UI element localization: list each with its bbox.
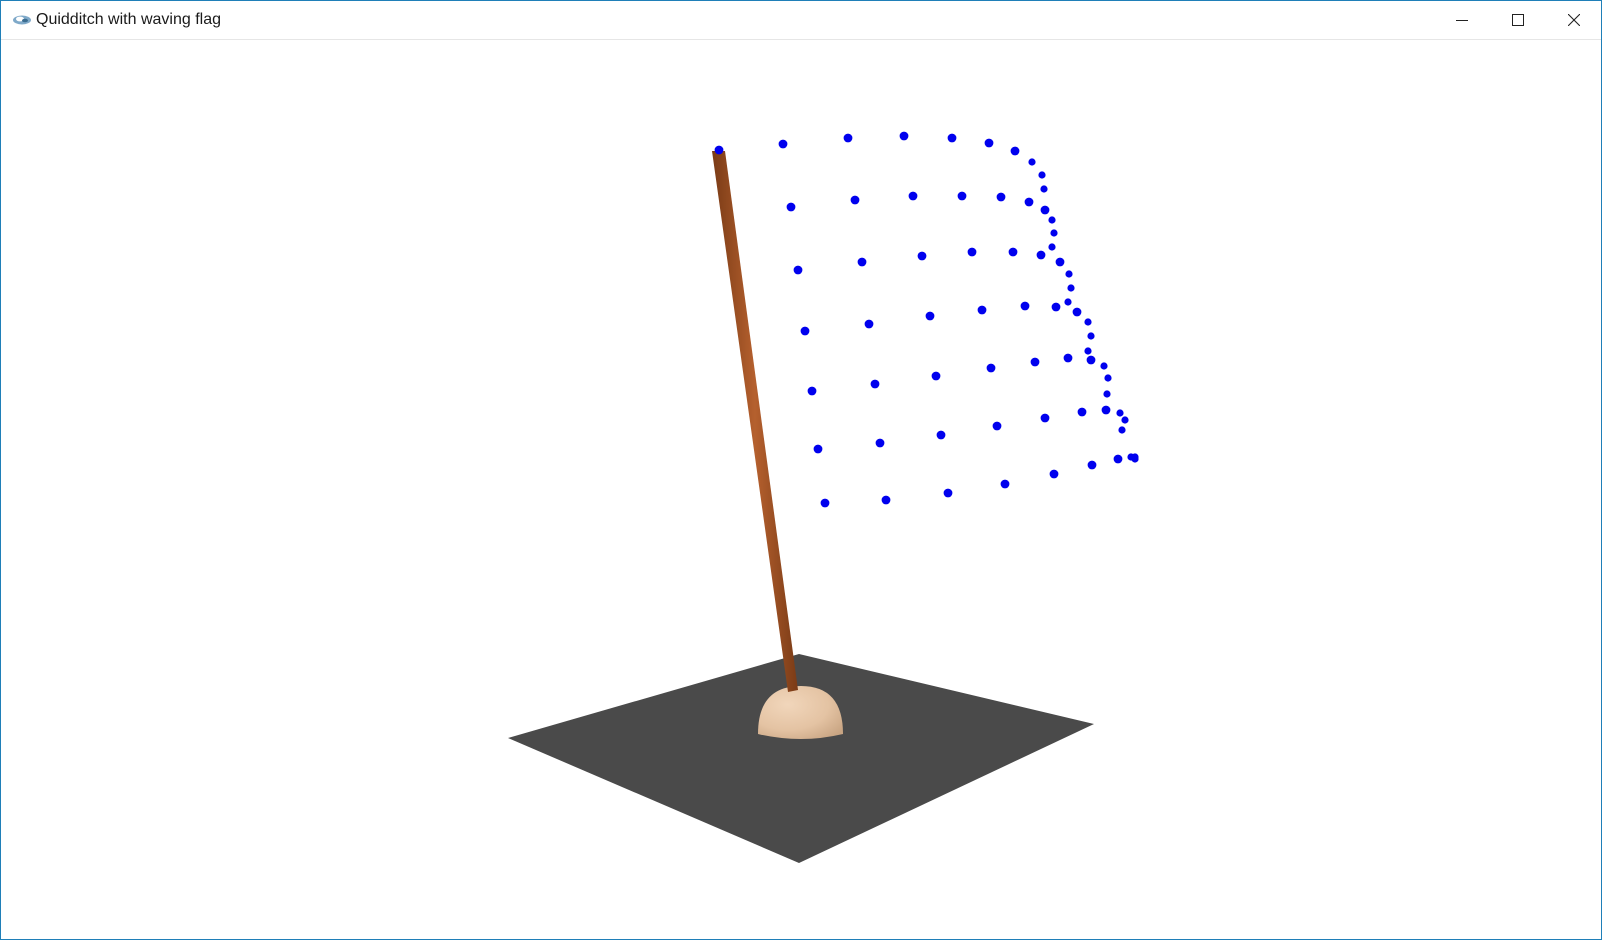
flag-particle xyxy=(850,195,860,205)
flag-particle xyxy=(1051,302,1061,312)
flag-particle xyxy=(1008,247,1018,257)
window-title: Quidditch with waving flag xyxy=(36,11,221,28)
flag-particle xyxy=(1036,250,1046,260)
flag-particle xyxy=(1000,479,1010,489)
flag-particle xyxy=(1024,197,1034,207)
render-viewport[interactable] xyxy=(1,40,1601,939)
flag-particle xyxy=(1048,216,1056,224)
flag-particle xyxy=(1103,390,1111,398)
flag-particle xyxy=(870,379,880,389)
flag-particle xyxy=(967,247,977,257)
flag-particle xyxy=(1040,185,1048,193)
close-button[interactable] xyxy=(1546,1,1601,39)
flag-particle xyxy=(1072,307,1082,317)
flag-particle xyxy=(864,319,874,329)
flag-particle xyxy=(931,371,941,381)
flag-particle xyxy=(820,498,830,508)
flag-particle xyxy=(957,191,967,201)
close-icon xyxy=(1568,14,1580,26)
flag-particle xyxy=(1010,146,1020,156)
flag-particle xyxy=(800,326,810,336)
flag-particle xyxy=(1030,357,1040,367)
flag-particle xyxy=(793,265,803,275)
minimize-button[interactable] xyxy=(1434,1,1490,39)
flag-particle xyxy=(1086,355,1096,365)
flag-particle xyxy=(714,145,724,155)
flag-particle xyxy=(1100,362,1108,370)
flag-particle xyxy=(1116,409,1124,417)
flag-particle xyxy=(936,430,946,440)
flag-particle xyxy=(1118,426,1126,434)
flag-particle xyxy=(947,133,957,143)
flag-particle xyxy=(813,444,823,454)
flag-particle xyxy=(1048,243,1056,251)
scene-canvas[interactable] xyxy=(1,40,1601,939)
pole-base-dome xyxy=(758,686,843,739)
flag-pole xyxy=(712,151,798,692)
flag-particle xyxy=(1084,318,1092,326)
flag-particle xyxy=(917,251,927,261)
flag-particle xyxy=(1084,347,1092,355)
app-window-icon xyxy=(13,15,31,25)
flag-particle xyxy=(843,133,853,143)
flag-particle xyxy=(977,305,987,315)
flag-particle xyxy=(1104,374,1112,382)
flag-particle xyxy=(1050,229,1058,237)
flag-particle xyxy=(807,386,817,396)
flag-particle xyxy=(1113,454,1123,464)
flag-particle xyxy=(1064,298,1072,306)
maximize-icon xyxy=(1512,14,1524,26)
flag-particle xyxy=(899,131,909,141)
title-bar[interactable]: Quidditch with waving flag xyxy=(1,1,1601,40)
flag-particle xyxy=(986,363,996,373)
flag-particle xyxy=(857,257,867,267)
ground-plane xyxy=(508,654,1094,863)
flag-particle xyxy=(1067,284,1075,292)
flag-particle xyxy=(1131,455,1139,463)
flag-particle xyxy=(1028,158,1036,166)
flag-particle xyxy=(1055,257,1065,267)
flag-particle xyxy=(1049,469,1059,479)
flag-particle xyxy=(943,488,953,498)
flag-particle xyxy=(1040,413,1050,423)
minimize-icon xyxy=(1456,20,1468,21)
flag-particle xyxy=(1087,460,1097,470)
flag-particle xyxy=(778,139,788,149)
flag-particle xyxy=(1121,416,1129,424)
flag-particle xyxy=(1020,301,1030,311)
flag-particle xyxy=(984,138,994,148)
flag-particle xyxy=(786,202,796,212)
flag-particle xyxy=(992,421,1002,431)
flag-particle xyxy=(881,495,891,505)
flag-particle xyxy=(1063,353,1073,363)
flag-particle xyxy=(1065,270,1073,278)
flag-particle xyxy=(1101,405,1111,415)
flag-particle xyxy=(1087,332,1095,340)
flag-particle xyxy=(875,438,885,448)
flag-particle xyxy=(996,192,1006,202)
flag-particle xyxy=(908,191,918,201)
flag-particle-grid xyxy=(714,131,1139,508)
flag-particle xyxy=(925,311,935,321)
flag-particle xyxy=(1040,205,1050,215)
flag-particle xyxy=(1038,171,1046,179)
maximize-button[interactable] xyxy=(1490,1,1546,39)
flag-particle xyxy=(1077,407,1087,417)
